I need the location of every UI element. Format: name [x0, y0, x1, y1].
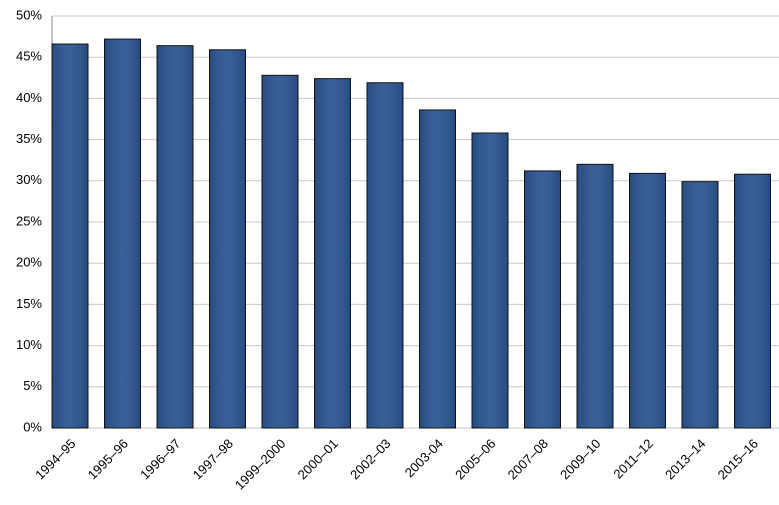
- y-tick-label: 20%: [16, 255, 42, 270]
- y-tick-label: 35%: [16, 131, 42, 146]
- bar-shade: [472, 133, 508, 428]
- x-tick-label: 1999–2000: [232, 436, 289, 493]
- y-tick-label: 40%: [16, 90, 42, 105]
- x-tick-label: 2011–12: [610, 436, 656, 482]
- x-tick-label: 2015–16: [715, 436, 761, 482]
- bar-shade: [577, 164, 613, 428]
- y-tick-label: 30%: [16, 172, 42, 187]
- y-tick-label: 10%: [16, 337, 42, 352]
- x-tick-label: 2003-04: [402, 436, 446, 480]
- x-tick-label: 2009–10: [557, 436, 603, 482]
- x-tick-label: 2013–14: [662, 436, 708, 482]
- bar-shade: [682, 181, 718, 428]
- y-tick-label: 25%: [16, 213, 42, 228]
- bar-shade: [629, 173, 666, 428]
- x-tick-label: 1996–97: [137, 436, 183, 482]
- y-tick-label: 15%: [16, 296, 42, 311]
- bar-shade: [524, 170, 561, 429]
- bar-shade: [314, 78, 351, 429]
- x-tick-label: 1994–95: [32, 436, 78, 482]
- x-tick-label: 1995–96: [85, 436, 131, 482]
- x-tick-label: 2002–03: [347, 436, 393, 482]
- x-tick-label: 2005–06: [452, 436, 498, 482]
- bar-shade: [419, 109, 456, 428]
- bar-shade: [262, 75, 298, 428]
- bar-shade: [367, 82, 403, 428]
- bar-shade: [104, 39, 141, 429]
- y-tick-label: 5%: [23, 378, 42, 393]
- bar-shade: [157, 45, 193, 428]
- bar-shade: [209, 49, 246, 429]
- x-tick-label: 2000–01: [295, 436, 341, 482]
- bar-shade: [52, 44, 88, 429]
- y-tick-label: 45%: [16, 49, 42, 64]
- x-tick-label: 1997–98: [190, 436, 236, 482]
- y-tick-label: 0%: [23, 419, 42, 434]
- bar-shade: [734, 174, 771, 428]
- x-tick-label: 2007–08: [505, 436, 551, 482]
- y-tick-label: 50%: [16, 7, 42, 22]
